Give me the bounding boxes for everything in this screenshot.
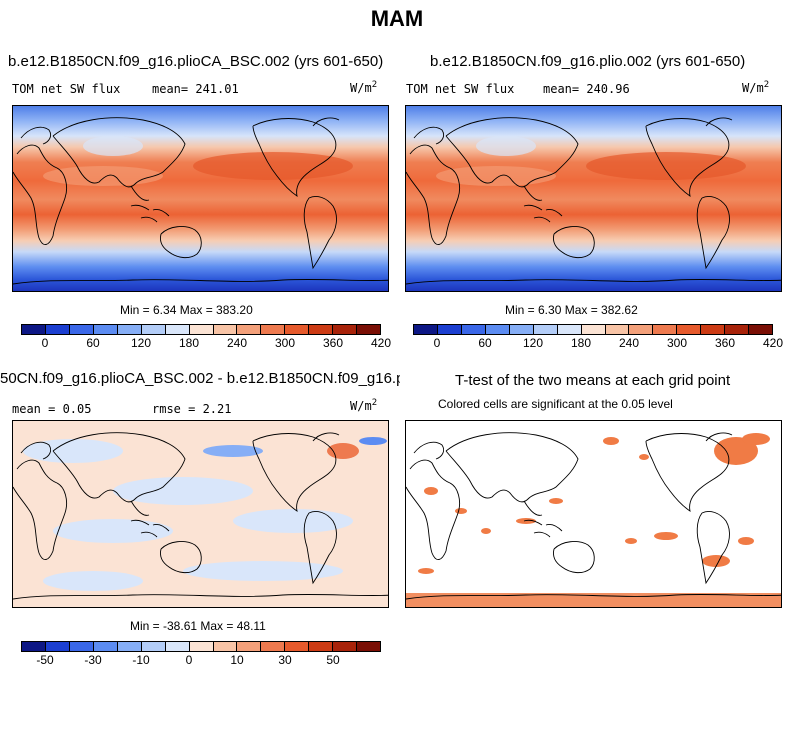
colorbar-tick-label: 420 <box>762 336 784 350</box>
colorbar-swatch <box>485 325 510 334</box>
panel1-units: W/m2 <box>350 80 378 95</box>
panel4-subtitle: Colored cells are significant at the 0.0… <box>438 397 673 411</box>
panel2-variable-label: TOM net SW flux <box>406 82 515 96</box>
colorbar-swatch <box>69 325 94 334</box>
panel4-map <box>405 420 782 608</box>
panel3-rmse-label: rmse = 2.21 <box>152 402 232 416</box>
colorbar-swatch <box>237 642 262 651</box>
colorbar-swatch <box>725 325 750 334</box>
colorbar-swatch <box>22 642 46 651</box>
colorbar-swatch <box>437 325 462 334</box>
colorbar-swatch <box>213 325 238 334</box>
panel3-map <box>12 420 389 608</box>
colorbar-swatch <box>653 325 678 334</box>
figure-title: MAM <box>370 6 424 31</box>
panel3-mean-label: mean = 0.05 <box>12 402 92 416</box>
colorbar-swatch <box>45 325 70 334</box>
colorbar-tick-label: 240 <box>618 336 640 350</box>
colorbar-tick-label: 180 <box>178 336 200 350</box>
colorbar-tick-label: 60 <box>86 336 100 350</box>
colorbar-swatch <box>285 642 310 651</box>
colorbar-tick-label: 60 <box>478 336 492 350</box>
colorbar-swatch <box>749 325 773 334</box>
panel1-variable-label: TOM net SW flux <box>12 82 121 96</box>
colorbar-swatch <box>141 642 166 651</box>
colorbar-swatch <box>285 325 310 334</box>
colorbar-swatch <box>189 325 214 334</box>
panel2-colorbar-ticks: 0 60 120 180 240 300 360 420 <box>413 336 783 350</box>
panel2-map <box>405 105 782 292</box>
colorbar-swatch <box>357 325 381 334</box>
colorbar-swatch <box>533 325 558 334</box>
colorbar-swatch <box>237 325 262 334</box>
panel2-minmax: Min = 6.30 Max = 382.62 <box>505 303 638 317</box>
panel3-minmax: Min = -38.61 Max = 48.11 <box>130 619 266 633</box>
colorbar-swatch <box>333 325 358 334</box>
colorbar-swatch <box>357 642 381 651</box>
panel1-colorbar-ticks: 0 60 120 180 240 300 360 420 <box>21 336 391 350</box>
colorbar-swatch <box>189 642 214 651</box>
colorbar-tick-label: 300 <box>274 336 296 350</box>
colorbar-swatch <box>141 325 166 334</box>
panel2-units: W/m2 <box>742 80 770 95</box>
colorbar-swatch <box>165 325 190 334</box>
colorbar-tick-label: 30 <box>278 653 292 667</box>
colorbar-swatch <box>213 642 238 651</box>
colorbar-tick-label: 360 <box>714 336 736 350</box>
colorbar-tick-label: 10 <box>230 653 244 667</box>
colorbar-tick-label: 50 <box>326 653 340 667</box>
colorbar-swatch <box>45 642 70 651</box>
colorbar-swatch <box>309 325 334 334</box>
colorbar-swatch <box>261 325 286 334</box>
colorbar-tick-label: 120 <box>130 336 152 350</box>
colorbar-tick-label: 0 <box>185 653 193 667</box>
colorbar-swatch <box>677 325 702 334</box>
colorbar-swatch <box>629 325 654 334</box>
colorbar-swatch <box>93 642 118 651</box>
colorbar-swatch <box>333 642 358 651</box>
colorbar-swatch <box>509 325 534 334</box>
colorbar-swatch <box>117 642 142 651</box>
panel4-title: T-test of the two means at each grid poi… <box>455 372 731 389</box>
colorbar-tick-label: 240 <box>226 336 248 350</box>
colorbar-swatch <box>414 325 438 334</box>
colorbar-swatch <box>581 325 606 334</box>
colorbar-swatch <box>557 325 582 334</box>
colorbar-swatch <box>261 642 286 651</box>
panel3-colorbar <box>21 641 381 652</box>
colorbar-tick-label: 120 <box>522 336 544 350</box>
panel2-mean-label: mean= 240.96 <box>543 82 630 96</box>
panel1-minmax: Min = 6.34 Max = 383.20 <box>120 303 253 317</box>
panel2-title: b.e12.B1850CN.f09_g16.plio.002 (yrs 601-… <box>430 53 746 70</box>
colorbar-tick-label: 0 <box>41 336 49 350</box>
panel2-colorbar <box>413 324 773 335</box>
colorbar-tick-label: -50 <box>36 653 54 667</box>
panel3-colorbar-ticks: -50 -30 -10 0 10 30 50 <box>21 653 381 667</box>
colorbar-swatch <box>22 325 46 334</box>
colorbar-tick-label: 180 <box>570 336 592 350</box>
colorbar-tick-label: 420 <box>370 336 392 350</box>
colorbar-tick-label: -30 <box>84 653 102 667</box>
colorbar-swatch <box>93 325 118 334</box>
colorbar-swatch <box>165 642 190 651</box>
colorbar-tick-label: 360 <box>322 336 344 350</box>
colorbar-tick-label: 300 <box>666 336 688 350</box>
colorbar-tick-label: 0 <box>433 336 441 350</box>
panel3-title: 50CN.f09_g16.plioCA_BSC.002 - b.e12.B185… <box>0 370 400 387</box>
colorbar-swatch <box>461 325 486 334</box>
colorbar-swatch <box>309 642 334 651</box>
colorbar-swatch <box>701 325 726 334</box>
panel1-map <box>12 105 389 292</box>
colorbar-swatch <box>117 325 142 334</box>
panel3-units: W/m2 <box>350 398 378 413</box>
colorbar-tick-label: -10 <box>132 653 150 667</box>
panel1-colorbar <box>21 324 381 335</box>
colorbar-swatch <box>69 642 94 651</box>
colorbar-swatch <box>605 325 630 334</box>
panel1-title: b.e12.B1850CN.f09_g16.plioCA_BSC.002 (yr… <box>8 53 384 70</box>
panel1-mean-label: mean= 241.01 <box>152 82 239 96</box>
